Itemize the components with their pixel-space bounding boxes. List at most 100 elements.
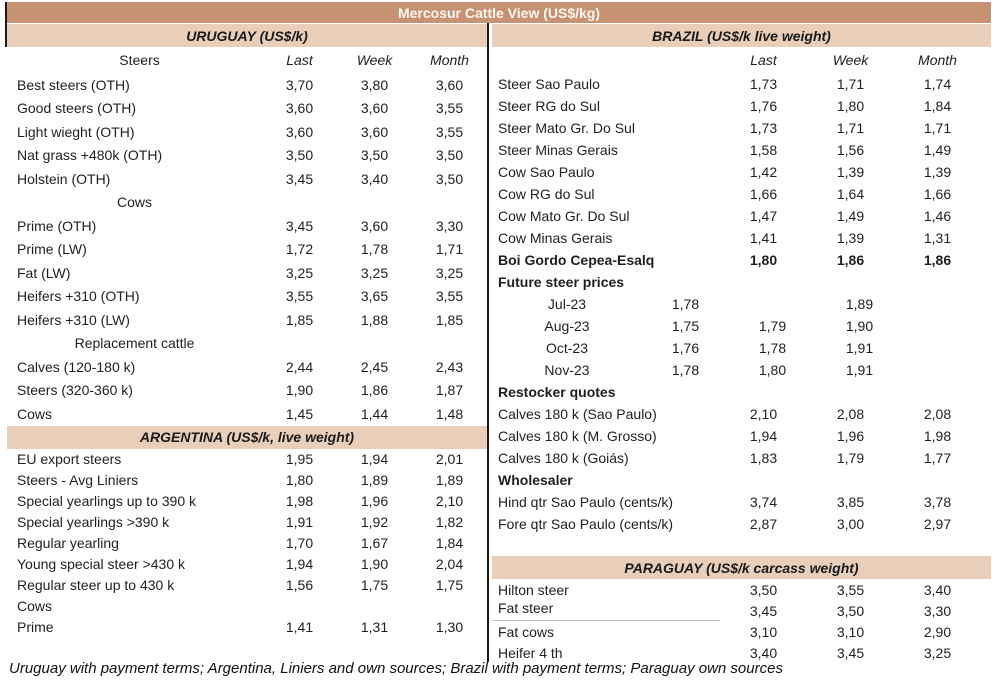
value-month: 3,60 (435, 76, 464, 93)
table-row: Nov-23 1,78 1,80 1,91 (492, 359, 991, 381)
value-month: 2,08 (923, 406, 952, 422)
column-header-month: Month (430, 52, 469, 68)
table-row: Calves 180 k (M. Grosso) 1,94 1,96 1,98 (492, 425, 991, 447)
table-row: Prime (LW) 1,72 1,78 1,71 (7, 238, 487, 262)
row-label: Prime (OTH) (17, 217, 97, 234)
row-label: Calves 180 k (Sao Paulo) (498, 406, 657, 422)
table-row: Calves (120-180 k) 2,44 2,45 2,43 (7, 355, 487, 379)
uruguay-table-body: Best steers (OTH) 3,70 3,80 3,60 Good steers… (7, 73, 487, 426)
table-row: Heifers +310 (OTH) 3,55 3,65 3,55 (7, 285, 487, 309)
value-week: 1,78 (758, 340, 787, 356)
value-week: 1,89 (360, 472, 389, 488)
value-week: 3,60 (360, 100, 389, 117)
value-week: 1,39 (836, 164, 865, 180)
table-row: Cows (7, 596, 487, 617)
row-label: Fat (LW) (17, 264, 71, 281)
table-row: Boi Gordo Cepea-Esalq 1,80 1,86 1,86 (492, 249, 991, 271)
value-month: 3,55 (435, 123, 464, 140)
value-month: 1,84 (435, 535, 464, 551)
value-week: 1,71 (836, 120, 865, 136)
column-header-last: Last (750, 52, 777, 68)
table-row: Calves 180 k (Goiás) 1,83 1,79 1,77 (492, 447, 991, 469)
value-week: 1,88 (360, 311, 389, 328)
value-last: 1,78 (671, 362, 700, 378)
column-header-last: Last (286, 52, 313, 68)
value-week: 1,80 (836, 98, 865, 114)
row-label: Steer Minas Gerais (498, 142, 618, 158)
table-row: Cow Minas Gerais 1,41 1,39 1,31 (492, 227, 991, 249)
column-header-month: Month (918, 52, 957, 68)
value-last: 3,74 (749, 494, 778, 510)
group-label-steers: Steers (119, 52, 160, 68)
table-row: Prime 1,41 1,31 1,30 (7, 617, 487, 638)
row-label: Light wieght (OTH) (17, 123, 135, 140)
value-last: 1,85 (285, 311, 314, 328)
value-last: 1,76 (671, 340, 700, 356)
value-last: 3,10 (749, 623, 778, 640)
value-last: 1,41 (285, 619, 314, 635)
row-label: Prime (17, 619, 54, 635)
value-month: 1,66 (923, 186, 952, 202)
source-note: Uruguay with payment terms; Argentina, L… (9, 660, 783, 677)
row-label: Holstein (OTH) (17, 170, 111, 187)
value-week: 1,44 (360, 405, 389, 422)
value-last: 1,76 (749, 98, 778, 114)
value-month: 1,39 (923, 164, 952, 180)
row-label: Fat steer (492, 600, 720, 621)
value-last: 3,60 (285, 100, 314, 117)
value-month: 1,49 (923, 142, 952, 158)
value-last: 1,98 (285, 493, 314, 509)
value-week: 3,50 (360, 147, 389, 164)
value-last: 1,41 (749, 230, 778, 246)
value-month: 1,91 (845, 340, 874, 356)
table-row: Steer Minas Gerais 1,58 1,56 1,49 (492, 139, 991, 161)
table-row: Calves 180 k (Sao Paulo) 2,10 2,08 2,08 (492, 403, 991, 425)
value-last: 1,80 (749, 252, 778, 268)
row-label: Steers (320-360 k) (17, 382, 133, 399)
value-last: 1,73 (749, 120, 778, 136)
value-week: 1,92 (360, 514, 389, 530)
table-row: Best steers (OTH) 3,70 3,80 3,60 (7, 73, 487, 97)
table-row: Steer RG do Sul 1,76 1,80 1,84 (492, 95, 991, 117)
value-last: 3,50 (749, 581, 778, 598)
page-title: Mercosur Cattle View (US$/kg) (7, 2, 991, 23)
value-week: 1,31 (360, 619, 389, 635)
table-row: Cows 1,45 1,44 1,48 (7, 402, 487, 426)
paraguay-table-body: Hilton steer 3,50 3,55 3,40 Fat steer 3,45 3,5… (492, 579, 991, 663)
value-week: 1,79 (758, 318, 787, 334)
value-month: 2,10 (435, 493, 464, 509)
row-label: Nat grass +480k (OTH) (17, 147, 163, 164)
row-label: Future steer prices (498, 274, 625, 290)
value-last: 3,55 (285, 288, 314, 305)
row-label: Replacement cattle (74, 335, 195, 352)
row-label: Cow RG do Sul (498, 186, 595, 202)
table-row: Wholesaler (492, 469, 991, 491)
table-row: Future steer prices (492, 271, 991, 293)
left-border-mark (5, 2, 7, 47)
value-week: 3,85 (836, 494, 865, 510)
table-row: Fore qtr Sao Paulo (cents/k) 2,87 3,00 2,97 (492, 513, 991, 535)
row-label: Cow Mato Gr. Do Sul (498, 208, 630, 224)
brazil-table-body: Steer Sao Paulo 1,73 1,71 1,74 Steer RG do S… (492, 73, 991, 535)
value-month: 1,86 (923, 252, 952, 268)
value-month: 3,30 (923, 602, 952, 619)
value-week: 1,90 (360, 556, 389, 572)
table-row: Oct-23 1,76 1,78 1,91 (492, 337, 991, 359)
value-last: 1,80 (285, 472, 314, 488)
value-last: 1,47 (749, 208, 778, 224)
row-label: Steers - Avg Liniers (17, 472, 139, 488)
value-month: 3,30 (435, 217, 464, 234)
column-header-week: Week (356, 52, 393, 68)
value-week: 3,55 (836, 581, 865, 598)
row-label: Calves 180 k (Goiás) (498, 450, 629, 466)
value-last: 1,94 (285, 556, 314, 572)
row-label: Cow Sao Paulo (498, 164, 595, 180)
value-month: 2,04 (435, 556, 464, 572)
value-week: 1,80 (758, 362, 787, 378)
table-row: Fat cows 3,10 3,10 2,90 (492, 621, 991, 642)
value-last: 2,10 (749, 406, 778, 422)
value-month: 1,46 (923, 208, 952, 224)
table-row: Restocker quotes (492, 381, 991, 403)
argentina-table-body: EU export steers 1,95 1,94 2,01 Steers - Avg… (7, 449, 487, 638)
row-label: Cows (17, 405, 53, 422)
